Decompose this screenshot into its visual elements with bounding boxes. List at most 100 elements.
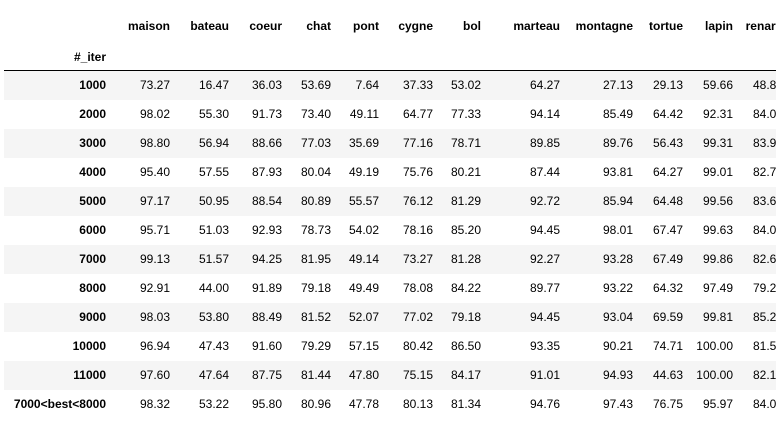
index-name-row-blank: [438, 43, 486, 71]
cell-maison: 96.94: [139, 339, 170, 353]
row-index-label: 6000: [79, 223, 106, 237]
cell-tortue: 74.71: [652, 339, 683, 353]
cell-montagne: 27.13: [602, 78, 633, 93]
cell-tortue: 67.49: [652, 252, 683, 266]
cell-cygne: 37.33: [402, 78, 433, 93]
cell-pont: 35.69: [348, 136, 379, 150]
cell-lapin: 92.31: [702, 107, 733, 121]
table-row: 10000 96.94 47.43 91.60 79.29 57.15 80.42 86.50…: [4, 332, 776, 361]
cell-lapin: 100.00: [696, 339, 733, 353]
cell-renard: 83.91: [752, 136, 776, 150]
cell-marteau: 93.35: [529, 339, 560, 353]
cell-pont: 49.11: [349, 107, 379, 121]
index-name-label: #_iter: [4, 43, 111, 71]
cell-maison: 98.32: [139, 397, 170, 411]
cell-marteau: 92.27: [529, 252, 560, 266]
table-row: 1000 73.27 16.47 36.03 53.69 7.64 37.33 53.02 64…: [4, 70, 776, 100]
cell-bol: 81.28: [450, 252, 481, 266]
cell-cygne: 77.16: [402, 136, 433, 150]
cell-maison: 95.40: [139, 165, 170, 179]
table-row: 7000<best<8000 98.32 53.22 95.80 80.96 47.78 8…: [4, 390, 776, 419]
cell-cygne: 76.12: [402, 194, 433, 208]
cell-bateau: 55.30: [198, 107, 229, 121]
cell-pont: 52.07: [348, 310, 379, 324]
cell-bateau: 47.43: [198, 339, 229, 353]
cell-chat: 78.73: [300, 223, 331, 237]
cell-lapin: 95.97: [702, 397, 733, 411]
cell-maison: 99.13: [139, 252, 170, 266]
index-name-row-blank: [738, 43, 776, 71]
cell-chat: 81.44: [300, 368, 331, 382]
column-header-bateau: bateau: [190, 19, 229, 33]
cell-montagne: 97.43: [602, 397, 633, 411]
cell-lapin: 99.81: [702, 310, 733, 324]
cell-chat: 73.40: [300, 107, 331, 121]
cell-coeur: 88.49: [251, 310, 282, 324]
cell-bateau: 56.94: [198, 136, 229, 150]
cell-marteau: 94.14: [529, 107, 560, 121]
row-index-label: 2000: [79, 107, 106, 121]
cell-coeur: 91.73: [251, 107, 282, 121]
cell-tortue: 76.75: [652, 397, 683, 411]
cell-renard: 79.21: [752, 281, 776, 295]
index-name-row-blank: [336, 43, 384, 71]
cell-cygne: 80.42: [402, 339, 433, 353]
cell-bol: 81.34: [450, 397, 481, 411]
cell-maison: 97.60: [139, 368, 170, 382]
cell-montagne: 94.93: [602, 368, 633, 382]
cell-montagne: 85.94: [602, 194, 633, 208]
cell-cygne: 73.27: [402, 252, 433, 266]
cell-coeur: 36.03: [251, 78, 282, 93]
column-header-row: maison bateau coeur chat pont cygne bol marteau…: [4, 9, 776, 43]
table-row: 3000 98.80 56.94 88.66 77.03 35.69 77.16 78.71 8…: [4, 128, 776, 158]
cell-bateau: 53.22: [198, 397, 229, 411]
cell-chat: 79.29: [300, 339, 331, 353]
cell-pont: 49.14: [348, 252, 379, 266]
column-header-maison: maison: [127, 19, 170, 33]
cell-chat: 81.52: [300, 310, 331, 324]
cell-maison: 97.17: [139, 194, 170, 208]
row-index-label: 7000<best<8000: [13, 397, 106, 411]
cell-lapin: 99.31: [702, 136, 733, 150]
cell-lapin: 59.66: [702, 78, 733, 93]
column-header-tortue: tortue: [649, 19, 683, 33]
index-name-row-blank: [688, 43, 738, 71]
cell-cygne: 64.77: [402, 107, 433, 121]
cell-tortue: 67.47: [652, 223, 683, 237]
row-index-label: 11000: [73, 368, 106, 382]
row-index-label: 9000: [79, 310, 106, 324]
column-header-bol: bol: [463, 19, 481, 33]
column-header-marteau: marteau: [513, 19, 560, 33]
cell-bol: 78.71: [450, 136, 481, 150]
cell-bol: 81.29: [450, 194, 481, 208]
cell-montagne: 89.76: [602, 136, 633, 150]
cell-bateau: 47.64: [198, 368, 229, 382]
cell-marteau: 89.77: [529, 281, 560, 295]
table-row: 5000 97.17 50.95 88.54 80.89 55.57 76.12 81.29 9…: [4, 186, 776, 216]
cell-renard: 83.67: [752, 194, 776, 208]
cell-pont: 47.78: [348, 397, 379, 411]
cell-coeur: 91.89: [251, 281, 282, 295]
cell-bol: 77.33: [450, 107, 481, 121]
cell-bol: 53.02: [450, 78, 481, 93]
cell-renard: 85.23: [752, 310, 776, 324]
cell-tortue: 64.32: [652, 281, 683, 295]
cell-lapin: 99.01: [702, 165, 733, 179]
cell-renard: 84.00: [752, 223, 776, 237]
column-header-cygne: cygne: [398, 19, 433, 33]
results-dataframe-table: maison bateau coeur chat pont cygne bol marteau…: [4, 9, 776, 419]
cell-bol: 86.50: [450, 339, 481, 353]
table-row: 7000 99.13 51.57 94.25 81.95 49.14 73.27 81.28 9…: [4, 244, 776, 274]
cell-chat: 80.96: [300, 397, 331, 411]
index-name-row-blank: [287, 43, 336, 71]
cell-cygne: 75.76: [402, 165, 433, 179]
cell-chat: 80.04: [300, 165, 331, 179]
cell-bateau: 50.95: [198, 194, 229, 208]
column-header-montagne: montagne: [575, 19, 633, 33]
cell-renard: 82.64: [752, 252, 776, 266]
cell-tortue: 64.42: [652, 107, 683, 121]
cell-renard: 82.19: [752, 368, 776, 382]
table-row: 11000 97.60 47.64 87.75 81.44 47.80 75.15 84.17…: [4, 360, 776, 390]
column-header-lapin: lapin: [704, 19, 733, 33]
cell-marteau: 94.76: [529, 397, 560, 411]
